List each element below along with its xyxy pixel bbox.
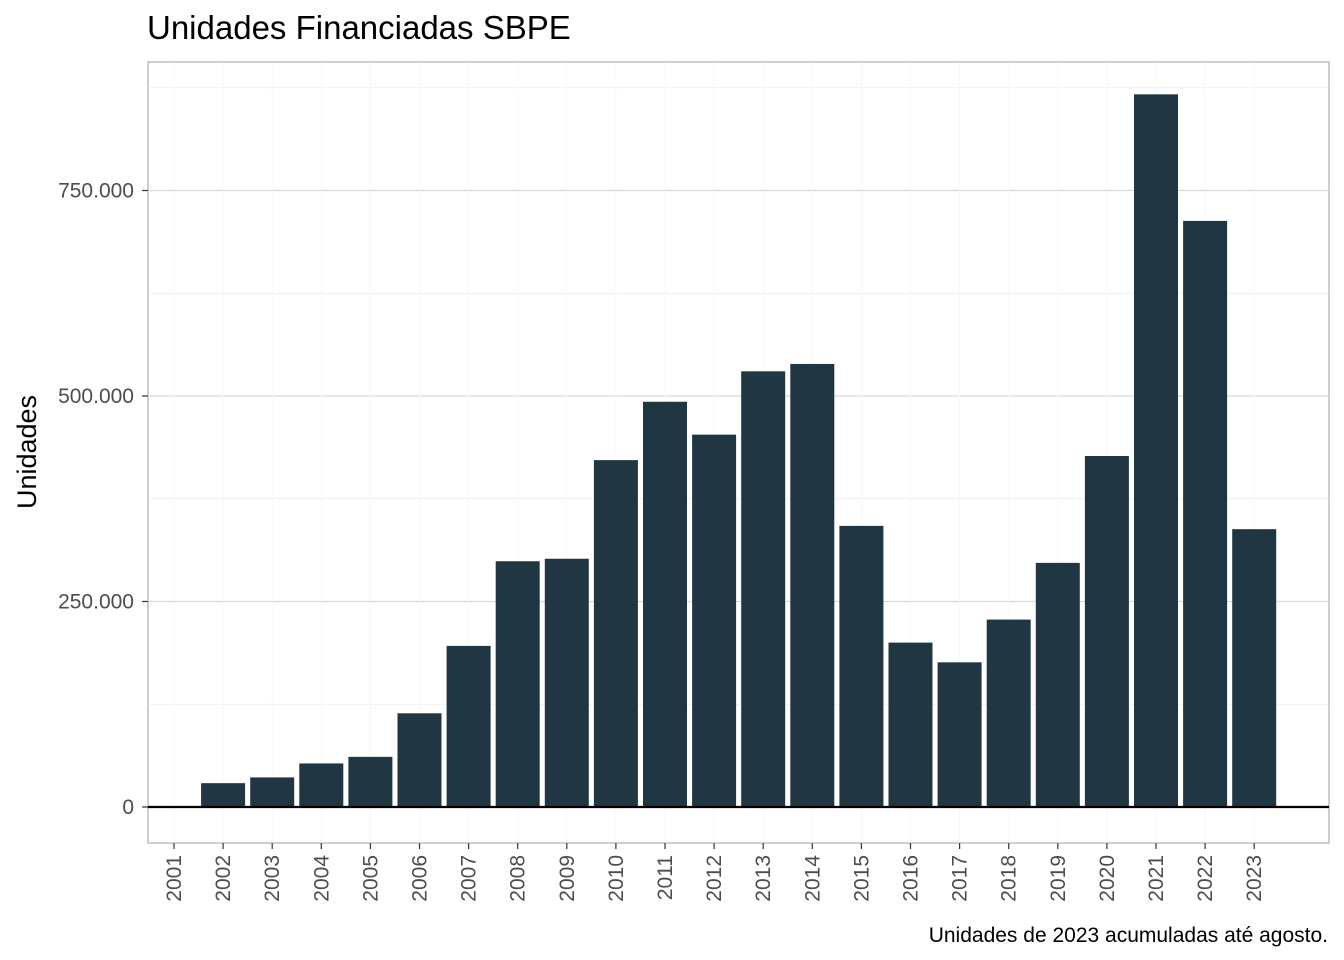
x-tick-label: 2022 — [1194, 855, 1217, 902]
chart-caption: Unidades de 2023 acumuladas até agosto. — [929, 924, 1328, 947]
bar-2015 — [839, 525, 884, 807]
x-tick-label: 2018 — [998, 855, 1021, 902]
x-tick-label: 2021 — [1145, 855, 1168, 902]
chart-title: Unidades Financiadas SBPE — [147, 9, 571, 46]
x-tick-label: 2007 — [458, 855, 481, 902]
bar-2017 — [937, 662, 982, 807]
bar-2011 — [643, 401, 687, 807]
bar-2014 — [790, 363, 835, 807]
y-tick-label: 0 — [122, 796, 134, 819]
x-tick-label: 2004 — [310, 855, 333, 902]
x-axis-ticks: 2001 2002 2003 2004 2005 2006 2007 2008 2009 2010… — [163, 843, 1266, 902]
bar-2010 — [593, 460, 638, 807]
x-tick-label: 2009 — [556, 855, 579, 902]
y-tick-label: 500.000 — [58, 385, 134, 408]
bar-2005 — [348, 756, 393, 807]
bar-2013 — [741, 371, 786, 807]
minor-gridlines — [148, 87, 1329, 705]
y-tick-label: 750.000 — [58, 180, 134, 203]
x-tick-label: 2002 — [212, 855, 235, 902]
bars — [201, 94, 1277, 808]
bar-2021 — [1134, 94, 1178, 808]
x-tick-label: 2014 — [801, 855, 824, 902]
bar-2019 — [1035, 562, 1080, 807]
x-tick-label: 2020 — [1096, 855, 1119, 902]
x-tick-label: 2003 — [261, 855, 284, 902]
bar-2004 — [299, 763, 344, 807]
x-tick-label: 2023 — [1243, 855, 1266, 902]
x-tick-label: 2006 — [409, 855, 432, 902]
x-tick-label: 2008 — [507, 855, 530, 902]
bar-2018 — [986, 619, 1031, 807]
x-tick-label: 2016 — [900, 855, 923, 902]
bar-2007 — [446, 645, 491, 807]
y-axis-label: Unidades — [12, 395, 42, 509]
bar-2006 — [397, 713, 442, 807]
y-tick-label: 250.000 — [58, 591, 134, 614]
x-tick-label: 2001 — [163, 855, 186, 902]
x-tick-label: 2012 — [703, 855, 726, 902]
bar-2002 — [201, 783, 246, 807]
bar-2023 — [1232, 529, 1277, 807]
x-tick-label: 2005 — [359, 855, 382, 902]
x-tick-label: 2011 — [654, 855, 677, 900]
plot-panel — [147, 61, 1330, 844]
x-tick-label: 2019 — [1047, 855, 1070, 902]
bar-2020 — [1084, 456, 1129, 807]
x-tick-label: 2010 — [605, 855, 628, 902]
bar-2009 — [544, 558, 589, 807]
y-axis-ticks: 0 250.000 500.000 750.000 — [58, 180, 148, 819]
x-tick-label: 2013 — [752, 855, 775, 902]
bar-2008 — [495, 561, 540, 807]
bar-2016 — [888, 642, 933, 807]
x-tick-label: 2015 — [850, 855, 873, 902]
bar-2003 — [250, 777, 295, 807]
bar-2012 — [692, 434, 737, 807]
bar-2022 — [1183, 220, 1228, 807]
x-tick-label: 2017 — [949, 855, 972, 902]
